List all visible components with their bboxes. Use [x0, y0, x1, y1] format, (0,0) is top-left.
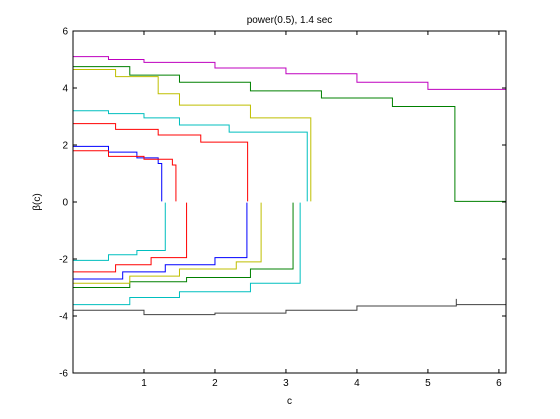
series-line-5 [73, 123, 249, 202]
series-line-14 [73, 202, 166, 261]
x-tick-label: 3 [283, 378, 289, 389]
y-tick-label: 0 [62, 198, 68, 209]
plot-frame [72, 30, 507, 374]
series-line-12 [73, 202, 248, 280]
y-axis-label: β(c) [32, 193, 43, 210]
series-line-10 [73, 202, 294, 288]
x-axis-label: c [287, 396, 292, 407]
series-line-1 [73, 56, 506, 101]
y-tick-label: -6 [59, 369, 68, 380]
x-tick-label: 5 [425, 378, 431, 389]
series-line-8 [73, 297, 506, 316]
series-line-6 [73, 145, 163, 202]
x-tick-label: 2 [212, 378, 218, 389]
y-tick-label: -2 [59, 255, 68, 266]
series-layer [73, 56, 506, 316]
series-line-7 [73, 150, 177, 202]
y-tick-label: 6 [62, 27, 68, 38]
series-line-13 [73, 202, 188, 273]
tick-layer: 1 2 3 4 5 6 -6 -4 -2 0 2 4 6 [59, 27, 506, 389]
series-line-11 [73, 202, 262, 284]
chart-title: power(0.5), 1.4 sec [247, 15, 333, 26]
x-tick-label: 4 [354, 378, 360, 389]
y-tick-label: 2 [62, 141, 68, 152]
series-line-9 [73, 202, 301, 306]
series-line-2 [73, 66, 506, 202]
series-line-4 [73, 110, 308, 202]
series-line-3 [73, 68, 312, 202]
x-tick-label: 1 [141, 378, 147, 389]
y-tick-label: 4 [62, 84, 68, 95]
x-tick-label: 6 [496, 378, 502, 389]
y-tick-label: -4 [59, 312, 68, 323]
